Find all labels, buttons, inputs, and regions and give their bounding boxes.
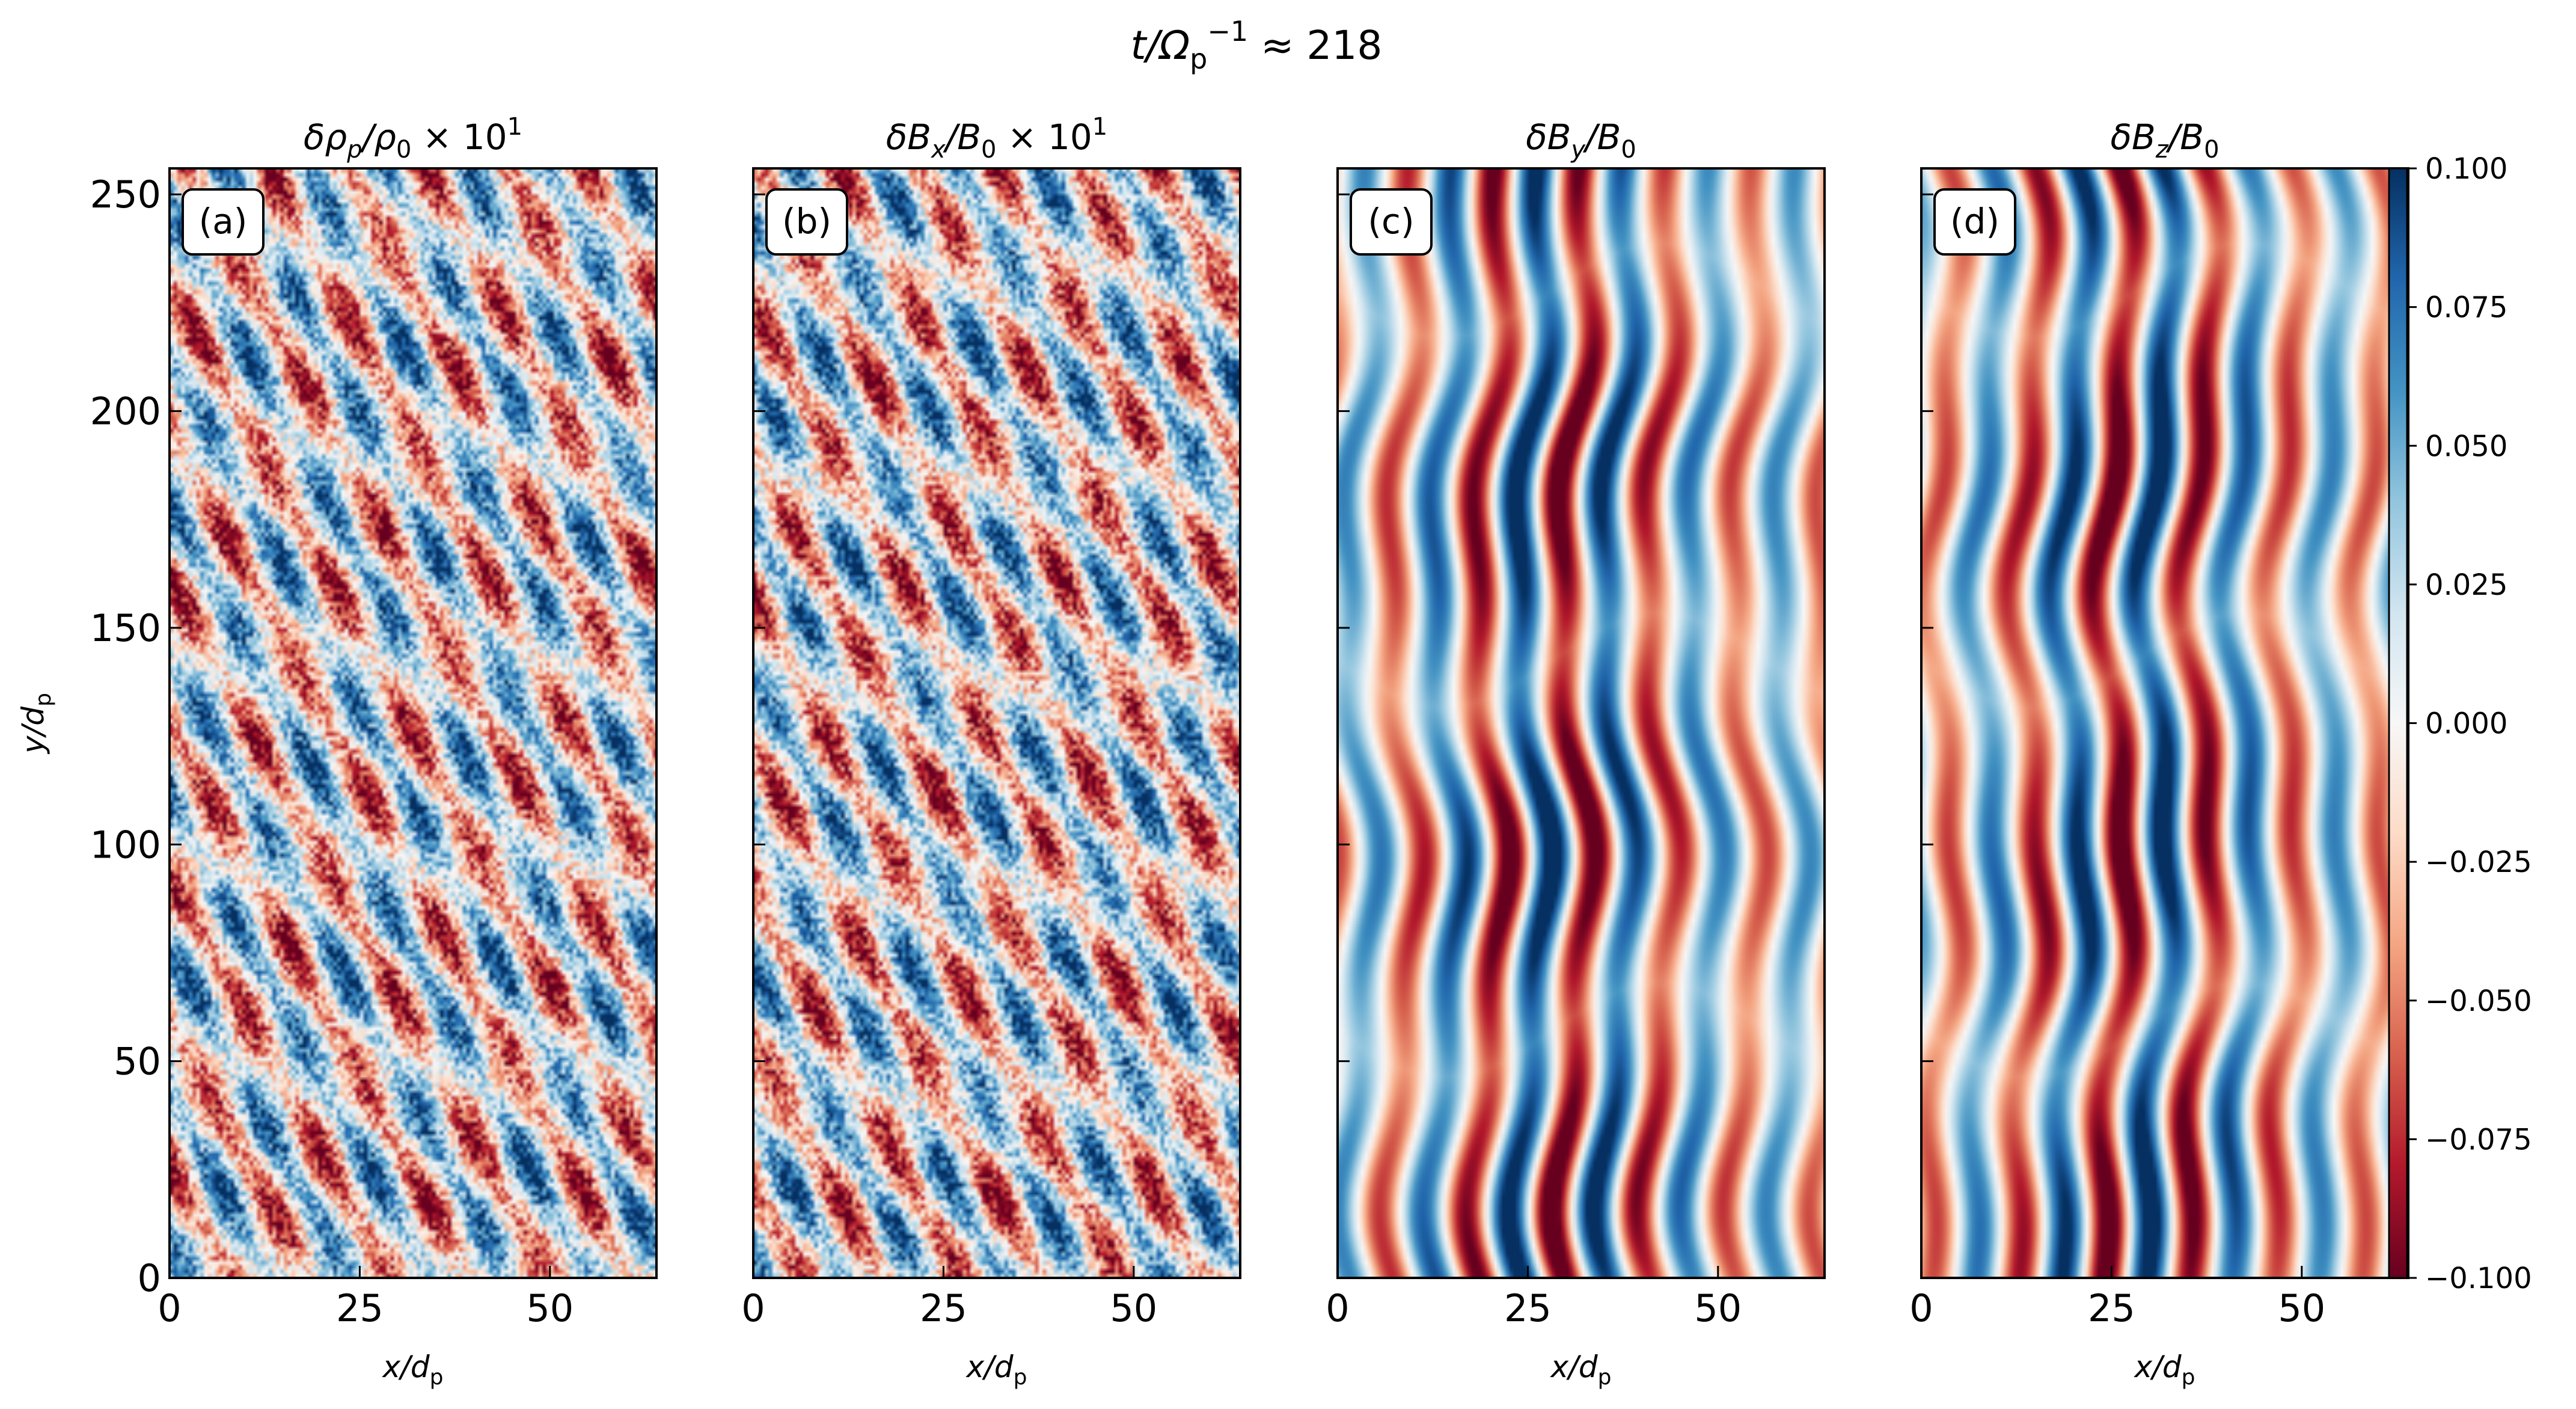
x-tick-label: 50 (526, 1286, 574, 1330)
title-main: δB (886, 117, 931, 158)
figure-suptitle: t/Ωp−1 ≈ 218 (1131, 15, 1383, 75)
x-axis-label: x/dp (2133, 1349, 2195, 1390)
panel-label-box (182, 188, 265, 256)
colorbar: −0.100 −0.075 −0.050 −0.025 0.000 0.025 0.050 0… (2388, 152, 2532, 1295)
y-tick-label: 250 (90, 173, 161, 216)
xlabel-sub: p (430, 1365, 444, 1390)
x-tick-label: 25 (2088, 1286, 2135, 1330)
title-sub2: 0 (981, 136, 996, 164)
y-tick-label: 100 (90, 823, 161, 867)
heatmap-image (753, 168, 1240, 1278)
colorbar-tick-label: 0.050 (2425, 429, 2507, 463)
colorbar-tick-label: 0.075 (2425, 291, 2507, 325)
x-axis-label: x/dp (965, 1349, 1027, 1390)
title-tail: × 10 (411, 117, 507, 158)
y-tick-label: 200 (90, 390, 161, 434)
panel-label-b: (b) (765, 188, 848, 256)
title-sub2: 0 (2204, 136, 2219, 164)
y-tick-label: 0 (138, 1256, 161, 1300)
panel-label-box (1933, 188, 2016, 256)
panel-label-a: (a) (182, 188, 265, 256)
xlabel-main: x/d (1549, 1349, 1597, 1384)
x-tick-label: 50 (1694, 1286, 1742, 1330)
heatmap-image (170, 168, 656, 1278)
x-tick-label: 0 (158, 1286, 181, 1330)
colorbar-tick-label: −0.075 (2425, 1123, 2532, 1156)
xlabel-sub: p (1598, 1365, 1612, 1390)
panel-label-text: (c) (1368, 201, 1414, 242)
title-sub: x (930, 136, 946, 164)
panel-title: δBy/B0 (1526, 117, 1636, 164)
colorbar-gradient (2389, 168, 2407, 1278)
colorbar-tick-label: 0.000 (2425, 707, 2507, 741)
suptitle-sub: p (1190, 43, 1207, 75)
x-tick-label: 0 (1909, 1286, 1933, 1330)
heatmap-image (1338, 168, 1825, 1278)
title-sub: z (2155, 136, 2169, 164)
panel-label-c: (c) (1350, 188, 1433, 256)
title-rest: /B (943, 117, 981, 158)
suptitle-sup: −1 (1207, 15, 1248, 48)
ylabel-sub: p (31, 693, 56, 707)
x-axis-label: x/dp (1549, 1349, 1611, 1390)
axes-frame (168, 167, 658, 1279)
title-rest: /B (2165, 117, 2204, 158)
x-axis-label: x/dp (381, 1349, 443, 1390)
panel-c: 0 25 50(c)δBy/B0x/dp (1326, 117, 1826, 1390)
x-tick-label: 50 (2278, 1286, 2325, 1330)
x-tick-label: 25 (920, 1286, 967, 1330)
panel-label-text: (b) (782, 201, 831, 242)
title-rest: /B (1582, 117, 1621, 158)
xlabel-main: x/d (965, 1349, 1013, 1384)
x-tick-label: 0 (741, 1286, 765, 1330)
title-sub2: 0 (396, 136, 411, 164)
title-sub: p (346, 136, 362, 164)
suptitle-prefix: t/Ω (1131, 22, 1190, 69)
x-tick-label: 50 (1110, 1286, 1157, 1330)
axes-frame (1336, 167, 1826, 1279)
title-main: δB (1526, 117, 1571, 158)
panel-label-text: (a) (199, 201, 248, 242)
heatmap-image (1921, 168, 2408, 1278)
title-sub: y (1570, 136, 1586, 164)
panel-label-text: (d) (1950, 201, 1999, 242)
title-tail: × 10 (997, 117, 1092, 158)
ylabel-main: y/d (16, 707, 50, 755)
title-rest: /ρ (359, 117, 397, 158)
xlabel-main: x/d (2133, 1349, 2181, 1384)
panel-label-d: (d) (1933, 188, 2016, 256)
title-main: δB (2110, 117, 2155, 158)
panel-title: δBx/B0 × 101 (886, 113, 1107, 164)
title-sup: 1 (1092, 113, 1107, 141)
y-tick-label: 50 (114, 1040, 161, 1084)
colorbar-tick-label: −0.050 (2425, 984, 2532, 1018)
x-tick-label: 25 (336, 1286, 384, 1330)
xlabel-sub: p (2182, 1365, 2195, 1390)
title-main: δρ (304, 117, 347, 158)
colorbar-tick-label: 0.025 (2425, 568, 2507, 602)
title-sub2: 0 (1621, 136, 1636, 164)
x-tick-label: 25 (1504, 1286, 1552, 1330)
panel-title: δBz/B0 (2110, 117, 2219, 164)
title-sup: 1 (507, 113, 522, 141)
xlabel-sub: p (1014, 1365, 1027, 1390)
y-axis-label: y/dp (16, 693, 56, 755)
panel-title: δρp/ρ0 × 101 (304, 113, 522, 164)
y-tick-label: 150 (90, 606, 161, 650)
colorbar-tick-label: −0.025 (2425, 846, 2532, 879)
colorbar-tick-label: 0.100 (2425, 152, 2507, 186)
x-tick-label: 0 (1326, 1286, 1349, 1330)
panel-d: 0 25 50(d)δBz/B0x/dp (1909, 117, 2409, 1390)
panel-label-box (765, 188, 848, 256)
panel-label-box (1350, 188, 1433, 256)
suptitle-suffix: ≈ 218 (1248, 22, 1382, 69)
xlabel-main: x/d (381, 1349, 429, 1384)
axes-frame (752, 167, 1241, 1279)
colorbar-tick-label: −0.100 (2425, 1262, 2532, 1295)
